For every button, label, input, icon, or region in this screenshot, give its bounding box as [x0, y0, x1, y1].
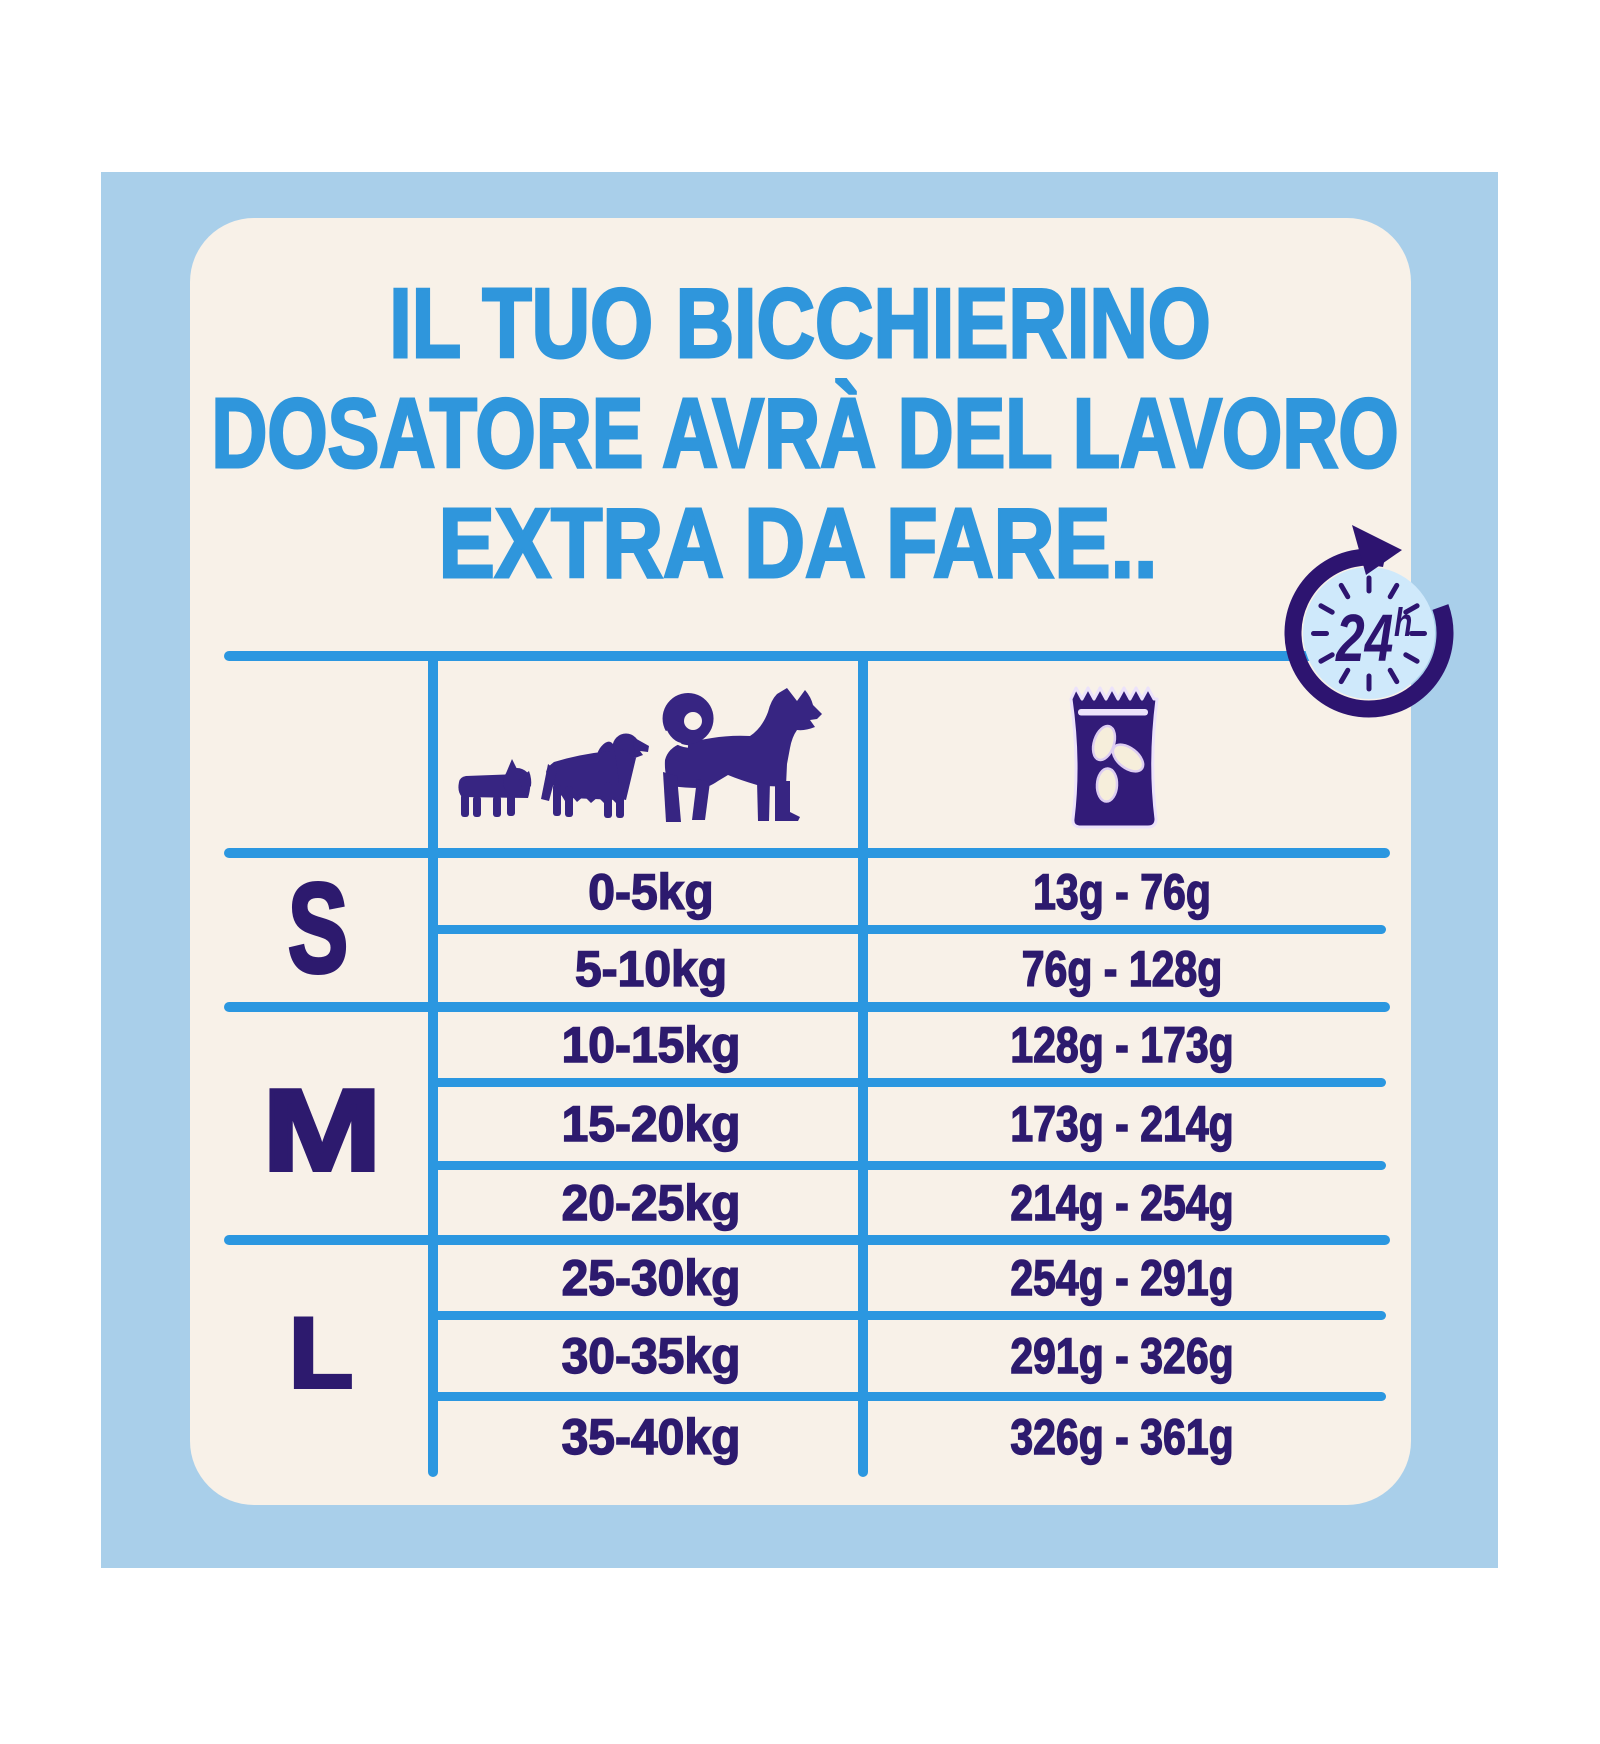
svg-text:h: h — [1394, 601, 1412, 645]
svg-text:24: 24 — [1335, 600, 1393, 675]
